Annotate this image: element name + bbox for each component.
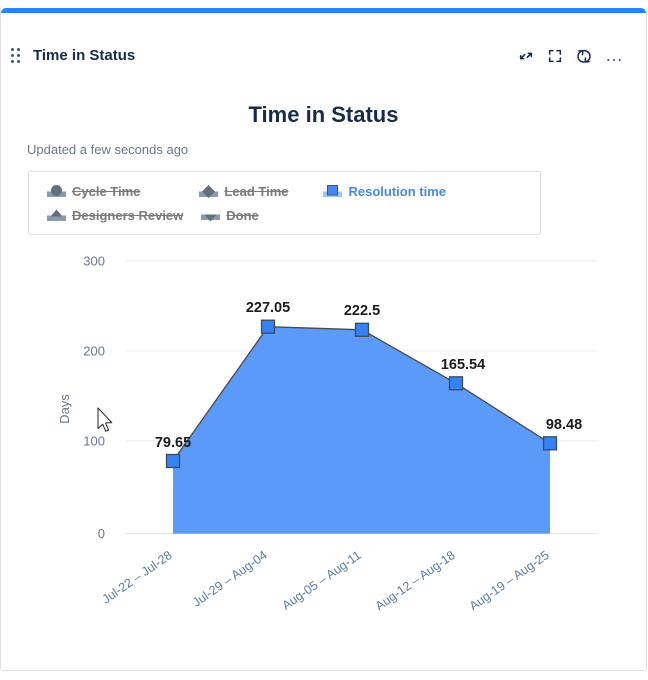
svg-text:300: 300 (83, 254, 105, 269)
svg-text:Jul-22 – Jul-28: Jul-22 – Jul-28 (100, 548, 175, 607)
svg-text:Aug-12 – Aug-18: Aug-12 – Aug-18 (373, 548, 458, 613)
svg-text:98.48: 98.48 (546, 417, 582, 433)
svg-text:222.5: 222.5 (344, 303, 380, 319)
svg-text:Aug-05 – Aug-11: Aug-05 – Aug-11 (280, 548, 364, 613)
svg-text:165.54: 165.54 (441, 357, 485, 373)
svg-text:79.65: 79.65 (155, 435, 191, 451)
svg-text:Days: Days (57, 394, 72, 424)
svg-text:0: 0 (98, 526, 105, 541)
svg-text:200: 200 (83, 344, 105, 359)
svg-text:100: 100 (83, 434, 105, 449)
svg-text:Aug-19 – Aug-25: Aug-19 – Aug-25 (467, 548, 552, 613)
svg-text:227.05: 227.05 (246, 300, 290, 316)
svg-text:Jul-29 – Aug-04: Jul-29 – Aug-04 (190, 548, 270, 610)
